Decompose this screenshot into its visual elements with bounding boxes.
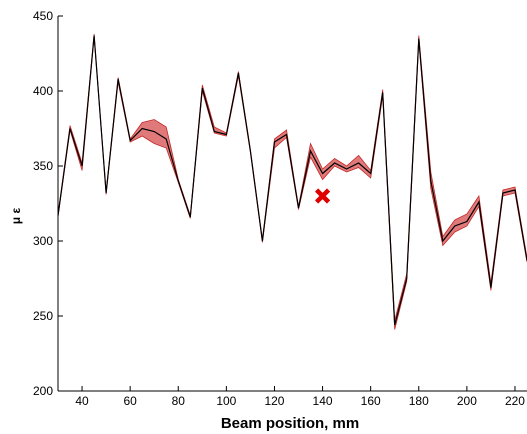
x-tick-label: 60 — [123, 394, 137, 408]
y-tick-label: 200 — [33, 384, 53, 398]
plot-area: 200 250 300 350 400 450 40 60 80 100 120 140 160 180 2… — [33, 9, 527, 408]
y-tick-label: 400 — [33, 84, 53, 98]
uncertainty-band — [58, 34, 527, 330]
x-tick-label: 200 — [457, 394, 477, 408]
x-marker — [317, 190, 329, 202]
x-tick-label: 220 — [505, 394, 525, 408]
x-axis-title: Beam position, mm — [221, 415, 359, 432]
x-tick-label: 120 — [264, 394, 284, 408]
y-tick-label: 300 — [33, 234, 53, 248]
x-tick-label: 180 — [409, 394, 429, 408]
series-line — [58, 36, 527, 326]
x-tick-label: 160 — [361, 394, 381, 408]
y-tick-label: 450 — [33, 9, 53, 23]
x-tick-label: 140 — [313, 394, 333, 408]
y-axis-title: μ ε — [9, 208, 23, 225]
x-tick-label: 100 — [216, 394, 236, 408]
x-tick-label: 40 — [75, 394, 89, 408]
y-tick-label: 250 — [33, 309, 53, 323]
y-tick-label: 350 — [33, 159, 53, 173]
x-tick-label: 80 — [172, 394, 186, 408]
